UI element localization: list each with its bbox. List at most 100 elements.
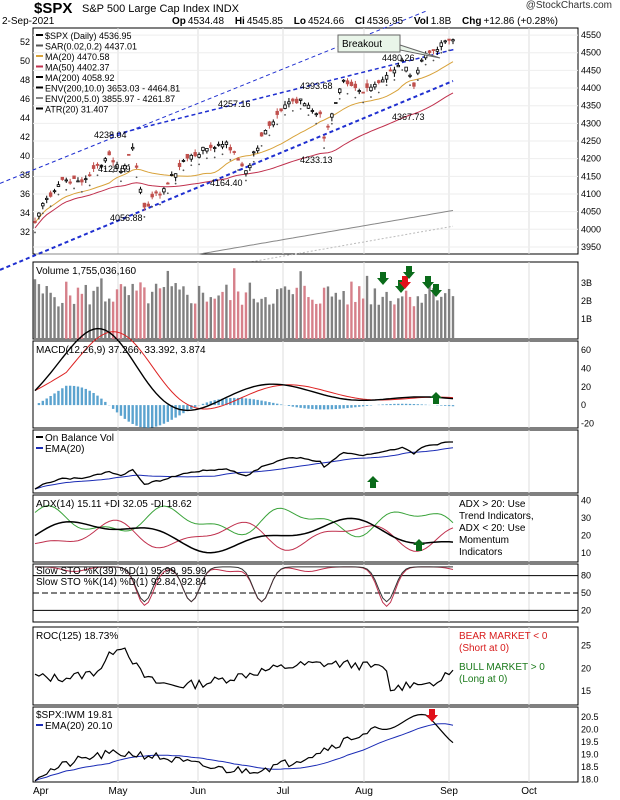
- macd-histogram-bar: [37, 403, 41, 406]
- volume-bar: [412, 306, 416, 339]
- sar-dot: [34, 231, 36, 234]
- volume-bar: [178, 289, 181, 339]
- macd-histogram-bar: [49, 396, 52, 406]
- volume-bar: [451, 296, 455, 339]
- candle-body: [111, 160, 115, 163]
- candle-body: [134, 165, 139, 168]
- macd-histogram-bar: [88, 390, 91, 406]
- candle-body: [91, 165, 96, 169]
- macd-histogram-bar: [45, 398, 48, 406]
- candle-body: [400, 59, 404, 62]
- volume-tick: 2B: [581, 296, 592, 306]
- price-left-tick: 34: [20, 208, 30, 218]
- candle-body: [177, 162, 182, 167]
- macd-histogram-bar: [154, 405, 158, 427]
- macd-histogram-bar: [190, 405, 193, 410]
- macd-histogram-bar: [264, 401, 267, 406]
- volume-bar: [76, 287, 80, 339]
- candle-body: [295, 98, 299, 104]
- sar-dot: [393, 79, 396, 81]
- legend-swatch: [36, 34, 43, 36]
- adx-note-line: Trend Indicators,: [459, 511, 534, 522]
- down-arrow-icon: [399, 276, 411, 289]
- volume-bar: [440, 296, 443, 339]
- sar-dot: [338, 97, 341, 100]
- chg-label: Chg: [462, 16, 482, 27]
- price-left-tick: 44: [20, 113, 30, 123]
- macd-histogram-bar: [193, 405, 197, 408]
- candle-body: [76, 180, 80, 183]
- obv-panel: [32, 429, 579, 494]
- price-annotation: 4480.26: [382, 53, 415, 63]
- volume-bar: [84, 284, 87, 339]
- macd-histogram-bar: [61, 388, 64, 406]
- macd-histogram-bar: [397, 403, 400, 406]
- candle-body: [162, 188, 166, 193]
- candle-body: [130, 146, 135, 150]
- x-axis-label: Aug: [355, 786, 373, 797]
- candle-body: [41, 203, 45, 207]
- obv-ema-label: EMA(20): [45, 444, 84, 455]
- macd-histogram-bar: [57, 390, 60, 406]
- sar-dot: [362, 101, 365, 104]
- macd-histogram-bar: [272, 402, 275, 406]
- candle-body: [263, 130, 268, 135]
- candle-body: [170, 174, 174, 176]
- volume-bar: [162, 287, 166, 339]
- plus-di-line: [34, 505, 454, 538]
- volume-bar: [279, 288, 283, 339]
- sar-dot: [182, 169, 185, 172]
- volume-bar: [377, 304, 380, 339]
- bear-market-note: BEAR MARKET < 0: [459, 631, 548, 642]
- candle-body: [158, 193, 162, 196]
- candle-body: [146, 203, 150, 207]
- volume-bar: [291, 294, 295, 339]
- macd-histogram-bar: [299, 405, 302, 408]
- candle-body: [154, 191, 158, 194]
- candle-body: [232, 151, 236, 153]
- roc-tick: 20: [581, 663, 591, 673]
- sar-dot: [385, 84, 388, 87]
- volume-tick: 3B: [581, 278, 592, 288]
- macd-histogram-bar: [217, 399, 220, 406]
- adx-tick: 20: [581, 531, 591, 541]
- macd-histogram-bar: [451, 405, 455, 407]
- volume-bar: [174, 283, 177, 339]
- volume-bar: [338, 299, 341, 339]
- candle-body: [209, 144, 213, 148]
- macd-histogram-bar: [41, 400, 45, 406]
- macd-histogram-bar: [401, 403, 404, 406]
- macd-histogram-bar: [330, 405, 334, 410]
- candle-body: [404, 66, 408, 72]
- price-left-tick: 38: [20, 170, 30, 180]
- price-right-tick: 4350: [581, 101, 601, 111]
- sar-dot: [440, 51, 443, 54]
- volume-bar: [276, 289, 279, 339]
- legend-swatch: [36, 107, 43, 110]
- candle-body: [275, 110, 279, 115]
- macd-tick: 0: [581, 400, 586, 410]
- volume-bar: [68, 295, 72, 339]
- candle-body: [322, 136, 326, 139]
- macd-histogram-bar: [143, 405, 146, 428]
- ratio-tick: 20.5: [581, 712, 599, 722]
- candle-body: [240, 163, 244, 167]
- down-arrow-icon: [422, 276, 434, 289]
- ratio-panel: [32, 706, 579, 783]
- volume-bar: [268, 304, 271, 339]
- volume-bar: [252, 298, 255, 339]
- volume-bar: [135, 290, 138, 339]
- macd-histogram-bar: [84, 388, 87, 406]
- macd-histogram-bar: [131, 405, 134, 424]
- roc-tick: 25: [581, 640, 591, 650]
- candle-body: [127, 153, 131, 156]
- volume-bar: [229, 300, 232, 339]
- ma20-line: [34, 61, 454, 223]
- candle-body: [189, 154, 193, 160]
- candle-body: [197, 154, 201, 158]
- volume-bar: [369, 304, 373, 339]
- volume-bar: [240, 304, 244, 339]
- candle-body: [213, 147, 217, 149]
- sar-dot: [245, 179, 247, 182]
